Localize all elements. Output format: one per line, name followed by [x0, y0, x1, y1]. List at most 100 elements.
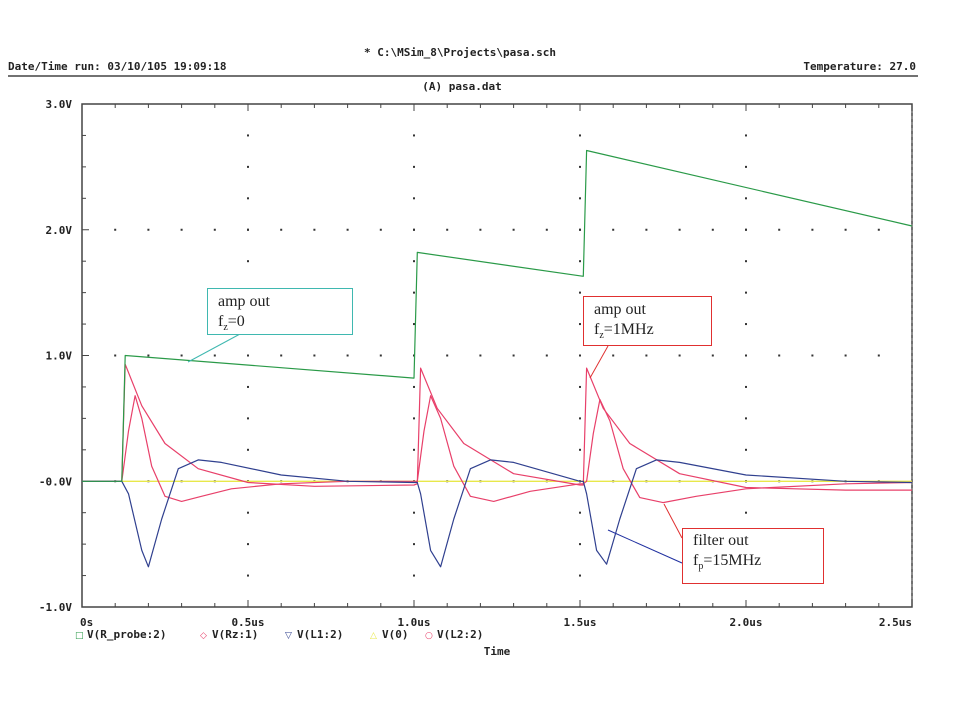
- grid-dot: [413, 165, 415, 168]
- grid-dot: [745, 354, 747, 357]
- grid-dot: [579, 197, 581, 200]
- grid-dot: [247, 260, 249, 263]
- temperature-info: Temperature: 27.0: [803, 60, 916, 73]
- grid-dot: [247, 134, 249, 137]
- grid-dot: [147, 228, 150, 231]
- grid-dot: [280, 228, 283, 231]
- annotation-a2-leader: [589, 345, 609, 379]
- grid-dot: [545, 354, 548, 357]
- annotation-amp-out-fz0: amp out fz=0: [207, 288, 353, 335]
- plot-file-title: (A) pasa.dat: [422, 80, 501, 93]
- grid-dot: [247, 511, 249, 514]
- grid-dot: [379, 228, 382, 231]
- grid-dot: [313, 354, 316, 357]
- grid-dot: [479, 354, 482, 357]
- grid-dot: [114, 354, 117, 357]
- grid-dot: [579, 134, 581, 137]
- annotation-a1-line1: amp out: [218, 293, 270, 310]
- x-tick-label: 1.0us: [397, 616, 430, 629]
- grid-dot: [479, 228, 482, 231]
- grid-dot: [678, 354, 681, 357]
- axes: 0s 0.5us 1.0us 1.5us 2.0us 2.5us -1.0V -0.0V 1.0…: [39, 98, 913, 629]
- grid-dot: [280, 354, 283, 357]
- grid-dot: [745, 260, 747, 263]
- legend-label: V(Rz:1): [212, 628, 258, 641]
- annotation-a3-leader-blue: [607, 529, 683, 564]
- grid-dot: [745, 448, 747, 451]
- grid-dot: [247, 543, 249, 546]
- annotation-a3-leader-red: [663, 503, 683, 539]
- grid-dot: [413, 417, 415, 420]
- grid-dot: [745, 511, 747, 514]
- legend-marker: ▽: [285, 631, 292, 641]
- grid-dot: [413, 448, 415, 451]
- annotation-a3-line1: filter out: [693, 532, 749, 549]
- grid-dot: [247, 574, 249, 577]
- grid-dot: [579, 448, 581, 451]
- grid-dot: [180, 354, 183, 357]
- x-tick-label: 0.5us: [231, 616, 264, 629]
- grid-dot: [745, 228, 747, 231]
- grid-dots: [114, 134, 880, 577]
- grid-dot: [579, 574, 581, 577]
- annotation-amp-out-fz1mhz: amp out fz=1MHz: [583, 296, 712, 346]
- series-line: [82, 363, 912, 491]
- series-line: [82, 459, 913, 568]
- y-tick-label: 2.0V: [46, 224, 73, 237]
- grid-dot: [247, 228, 249, 231]
- grid-dot: [446, 228, 449, 231]
- grid-dot: [147, 354, 150, 357]
- grid-dot: [877, 228, 880, 231]
- grid-dot: [413, 134, 415, 137]
- annotation-a2-line2: fz=1MHz: [594, 321, 654, 342]
- grid-dot: [579, 354, 581, 357]
- grid-dot: [877, 354, 880, 357]
- legend-label: V(R_probe:2): [87, 628, 166, 641]
- grid-dot: [413, 197, 415, 200]
- grid-dot: [213, 228, 216, 231]
- grid-dot: [346, 354, 349, 357]
- grid-dot: [413, 260, 415, 263]
- grid-dot: [313, 228, 316, 231]
- grid-dot: [745, 165, 747, 168]
- annotation-a1-leader: [187, 333, 241, 363]
- grid-dot: [579, 323, 581, 326]
- grid-dot: [413, 228, 415, 231]
- x-tick-label: 2.0us: [729, 616, 762, 629]
- grid-dot: [612, 354, 615, 357]
- grid-dot: [745, 323, 747, 326]
- y-tick-label: 1.0V: [46, 350, 73, 363]
- grid-dot: [247, 417, 249, 420]
- y-tick-label: 3.0V: [46, 98, 73, 111]
- grid-dot: [247, 197, 249, 200]
- y-tick-label: -0.0V: [39, 475, 72, 488]
- grid-dot: [579, 543, 581, 546]
- grid-dot: [612, 228, 615, 231]
- grid-dot: [247, 448, 249, 451]
- x-tick-label: 2.5us: [879, 616, 912, 629]
- legend-marker: □: [75, 631, 84, 641]
- grid-dot: [512, 228, 515, 231]
- legend-label: V(0): [382, 628, 409, 641]
- annotation-filter-out-fp15mhz: filter out fp=15MHz: [682, 528, 824, 584]
- annotation-a1-line2: fz=0: [218, 313, 245, 334]
- grid-dot: [745, 417, 747, 420]
- grid-dot: [545, 228, 548, 231]
- x-axis-label: Time: [484, 645, 511, 658]
- legend-marker: ○: [425, 631, 433, 641]
- grid-dot: [413, 385, 415, 388]
- grid-dot: [778, 228, 781, 231]
- grid-dot: [579, 260, 581, 263]
- grid-dot: [745, 385, 747, 388]
- grid-dot: [247, 354, 249, 357]
- series-line: [82, 395, 913, 504]
- grid-dot: [247, 385, 249, 388]
- grid-dot: [711, 354, 714, 357]
- grid-dot: [645, 228, 648, 231]
- run-info: Date/Time run: 03/10/105 19:09:18: [8, 60, 227, 73]
- grid-dot: [811, 228, 814, 231]
- grid-dot: [446, 354, 449, 357]
- legend: □ V(R_probe:2) ◇ V(Rz:1) ▽ V(L1:2) △ V(0) ○ V(L2:…: [75, 628, 483, 641]
- grid-dot: [379, 354, 382, 357]
- grid-dot: [512, 354, 515, 357]
